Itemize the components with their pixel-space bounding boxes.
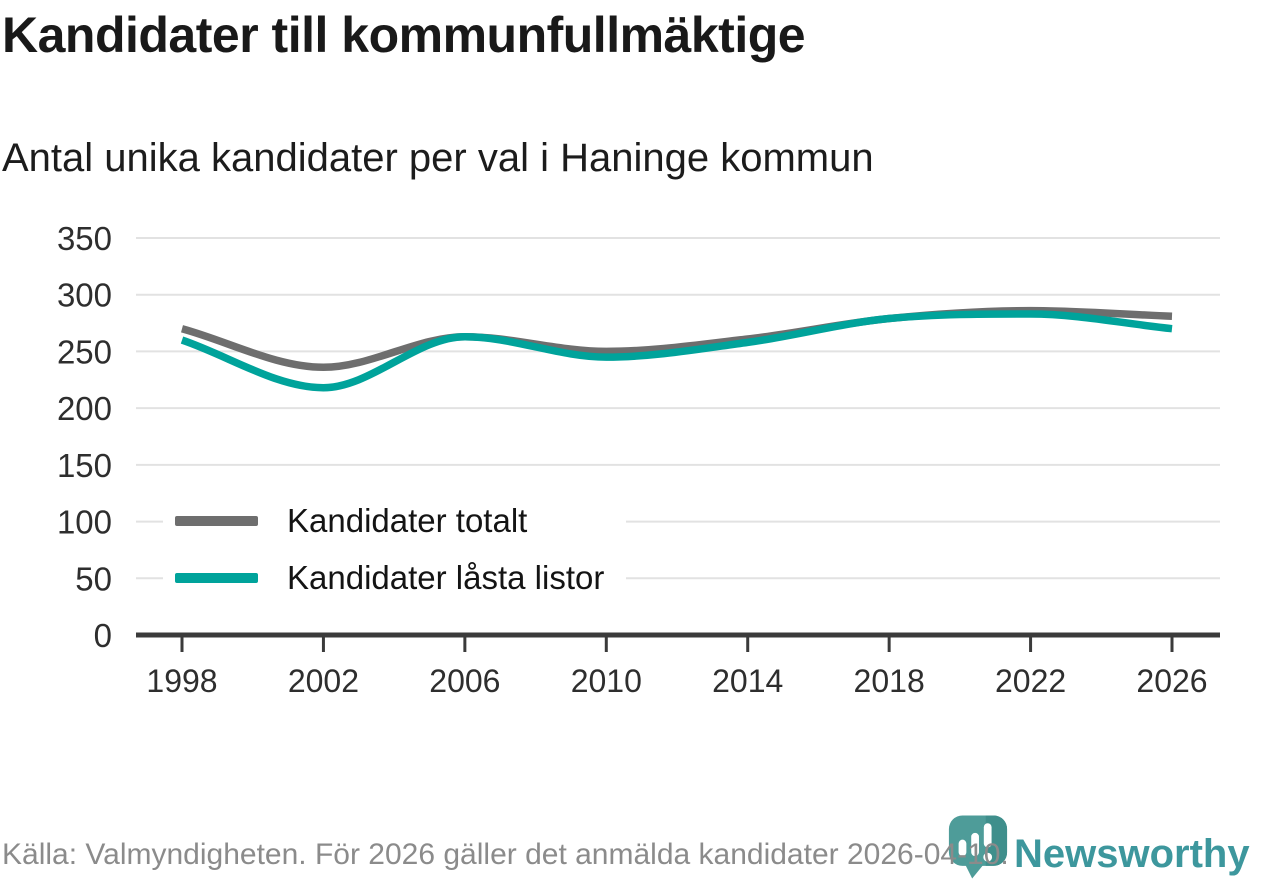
x-axis-tick-label: 1998	[146, 663, 217, 699]
y-axis-tick-label: 250	[57, 333, 112, 370]
y-axis-tick-label: 300	[57, 277, 112, 314]
x-axis-tick-label: 2006	[429, 663, 500, 699]
series-line-total	[181, 306, 1173, 372]
legend-label-locked-lists: Kandidater låsta listor	[287, 559, 605, 596]
y-axis-tick-label: 0	[94, 617, 112, 654]
legend-item-locked-lists: Kandidater låsta listor	[175, 556, 604, 600]
x-axis-tick-label: 2014	[712, 663, 783, 699]
legend-swatch-locked-lists	[175, 573, 258, 583]
chart-legend: Kandidater totalt Kandidater låsta listo…	[163, 489, 627, 612]
legend-label-total: Kandidater totalt	[287, 502, 528, 539]
x-axis-tick-label: 2026	[1136, 663, 1207, 699]
x-axis-tick-label: 2010	[571, 663, 642, 699]
y-axis-tick-label: 100	[57, 504, 112, 541]
source-note: Källa: Valmyndigheten. För 2026 gäller d…	[2, 838, 1009, 871]
legend-item-total: Kandidater totalt	[175, 499, 604, 543]
y-axis-tick-label: 350	[57, 220, 112, 257]
x-axis-tick-label: 2018	[854, 663, 925, 699]
chart-subtitle: Antal unika kandidater per val i Haninge…	[2, 136, 874, 180]
y-axis-tick-label: 50	[75, 560, 112, 597]
y-axis-tick-label: 200	[57, 390, 112, 427]
series-line-locked-lists	[180, 310, 1173, 392]
x-axis-tick-label: 2022	[995, 663, 1066, 699]
legend-swatch-total	[175, 516, 258, 526]
newsworthy-wordmark: Newsworthy	[1014, 832, 1250, 876]
y-axis-tick-label: 150	[57, 447, 112, 484]
chart-title: Kandidater till kommunfullmäktige	[2, 7, 806, 63]
x-axis-tick-label: 2002	[288, 663, 359, 699]
newsworthy-logo: Newsworthy	[946, 812, 1262, 879]
newsworthy-pin-barchart-icon	[948, 815, 1008, 879]
